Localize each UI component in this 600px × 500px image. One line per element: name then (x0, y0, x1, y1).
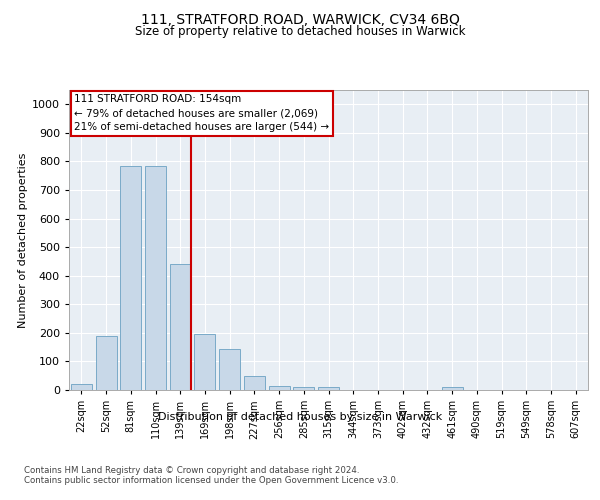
Bar (170, 264, 191, 390)
Text: Size of property relative to detached houses in Warwick: Size of property relative to detached ho… (135, 25, 465, 38)
Bar (194, 334, 215, 390)
Bar (318, 387, 339, 390)
Bar (71, 384, 92, 390)
Bar (442, 387, 463, 390)
Text: Distribution of detached houses by size in Warwick: Distribution of detached houses by size … (158, 412, 442, 422)
Bar (219, 348, 240, 390)
Y-axis label: Number of detached properties: Number of detached properties (18, 152, 28, 328)
Text: Contains HM Land Registry data © Crown copyright and database right 2024.: Contains HM Land Registry data © Crown c… (24, 466, 359, 475)
Text: 111, STRATFORD ROAD, WARWICK, CV34 6BQ: 111, STRATFORD ROAD, WARWICK, CV34 6BQ (140, 12, 460, 26)
Text: 111 STRATFORD ROAD: 154sqm
← 79% of detached houses are smaller (2,069)
21% of s: 111 STRATFORD ROAD: 154sqm ← 79% of deta… (74, 94, 329, 132)
Bar (269, 386, 290, 390)
Text: Contains public sector information licensed under the Open Government Licence v3: Contains public sector information licen… (24, 476, 398, 485)
Bar (120, 166, 141, 390)
Bar (145, 166, 166, 390)
Bar (95, 336, 116, 390)
Bar (293, 387, 314, 390)
Bar (244, 376, 265, 390)
